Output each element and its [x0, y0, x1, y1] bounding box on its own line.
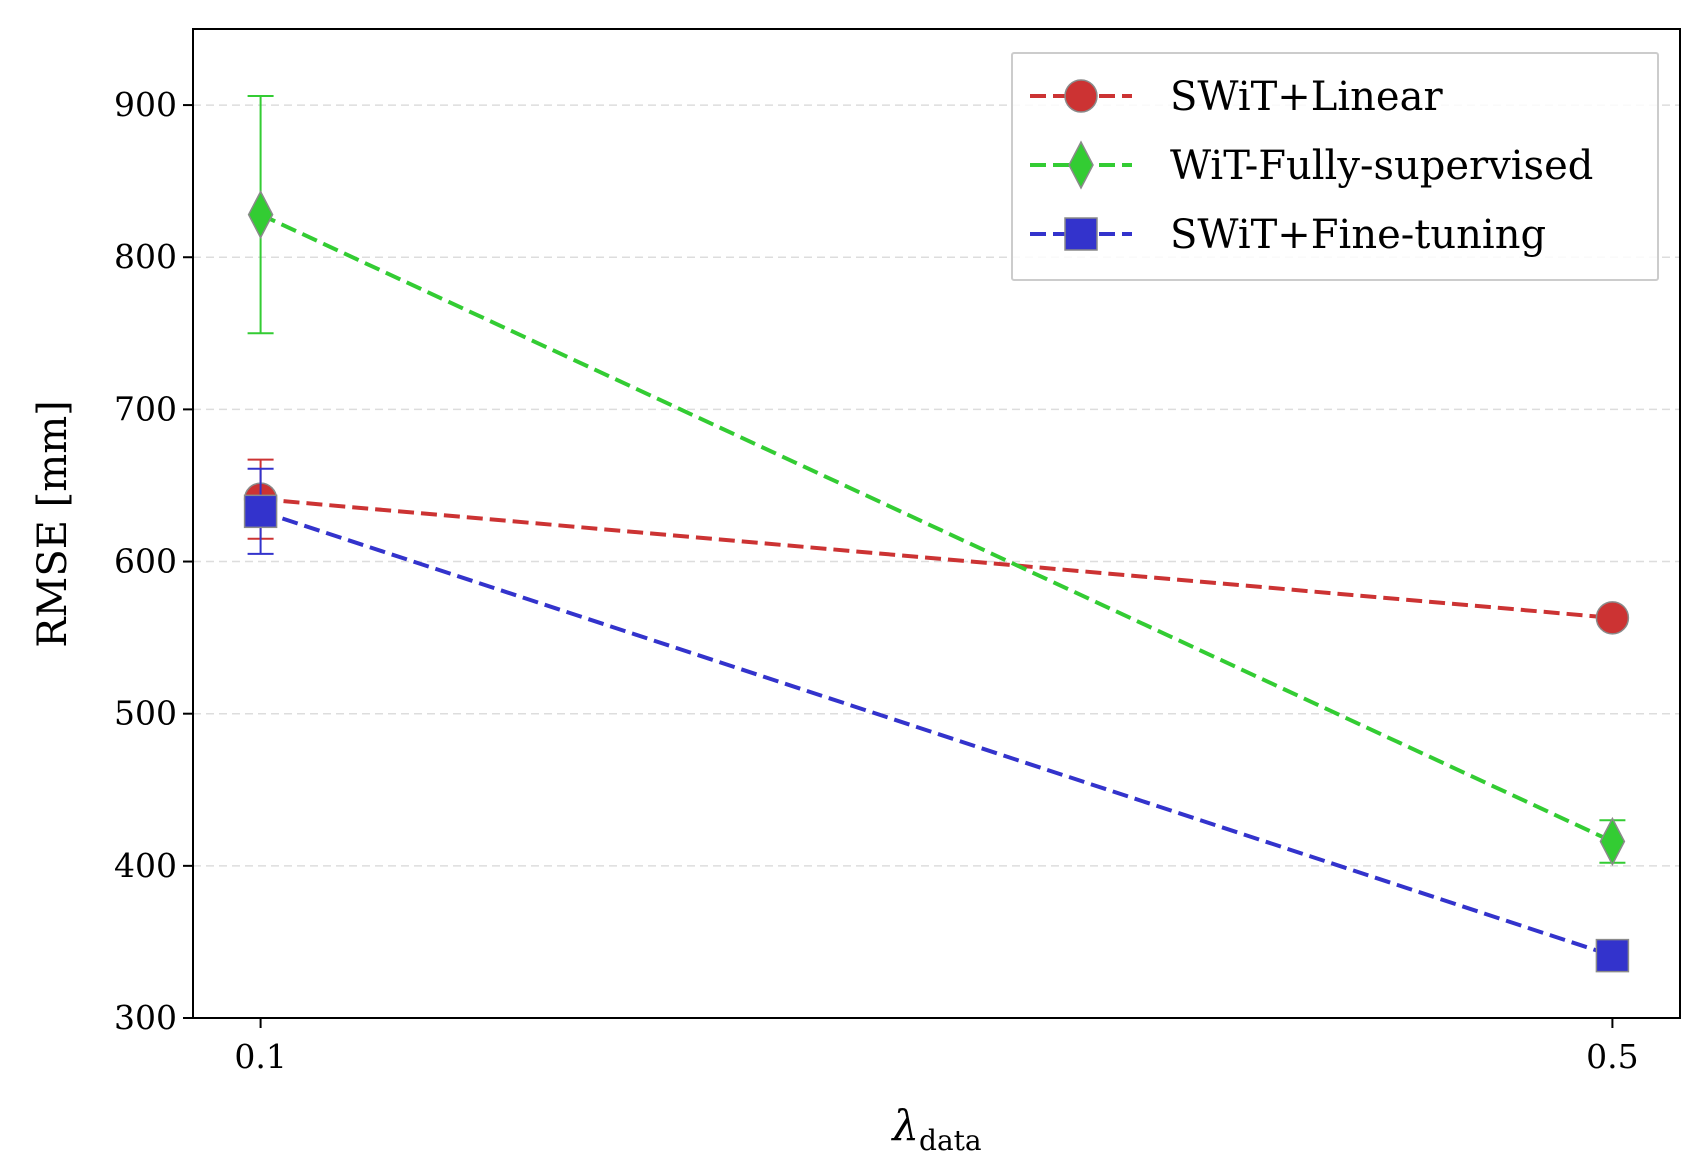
legend-label: SWiT+Fine-tuning: [1170, 212, 1546, 258]
legend-entry: SWiT+Fine-tuning: [1030, 212, 1546, 258]
y-tick-label: 400: [114, 846, 177, 885]
y-tick-label: 900: [114, 85, 177, 124]
gridlines: [193, 104, 1680, 867]
x-axis-ticks: 0.1 0.5: [234, 1018, 1639, 1076]
y-axis-title: RMSE [mm]: [30, 400, 76, 647]
axes-frame: [192, 28, 1681, 1019]
legend-marker-circle: [1064, 79, 1098, 113]
plot-area: [243, 94, 1630, 973]
legend-entry: WiT-Fully-supervised: [1030, 140, 1593, 190]
legend: SWiT+Linear WiT-Fully-supervised SWiT+Fine…: [1011, 52, 1659, 281]
y-tick-label: 600: [114, 542, 177, 581]
y-axis-ticks: 300 400 500 600 700 800 900: [114, 85, 193, 1037]
data-point-diamond: [1599, 816, 1626, 867]
series-line: [260, 497, 1613, 620]
x-axis-title-main: λ: [890, 1101, 919, 1150]
x-tick-label: 0.5: [1586, 1037, 1638, 1076]
series-circle: [243, 458, 1630, 635]
series-line: [259, 212, 1614, 844]
data-point-diamond: [247, 190, 274, 240]
data-point-square: [243, 494, 278, 529]
y-tick-label: 800: [114, 237, 177, 276]
series-diamond: [247, 94, 1626, 867]
x-tick-label: 0.1: [234, 1037, 286, 1076]
data-point-square: [1595, 938, 1630, 973]
legend-marker-diamond: [1068, 140, 1094, 190]
legend-label: WiT-Fully-supervised: [1170, 143, 1593, 189]
y-tick-label: 300: [114, 998, 177, 1037]
series-line: [259, 509, 1614, 958]
x-axis-title-subscript: data: [919, 1124, 982, 1157]
series-square: [243, 467, 1630, 973]
legend-label: SWiT+Linear: [1170, 74, 1443, 120]
legend-entry: SWiT+Linear: [1030, 74, 1443, 120]
legend-marker-square: [1064, 217, 1098, 251]
legend-box: [1011, 52, 1659, 281]
x-axis-title: λdata: [890, 1101, 981, 1157]
y-tick-label: 500: [114, 694, 177, 733]
y-tick-label: 700: [114, 389, 177, 428]
data-point-circle: [1595, 601, 1630, 635]
